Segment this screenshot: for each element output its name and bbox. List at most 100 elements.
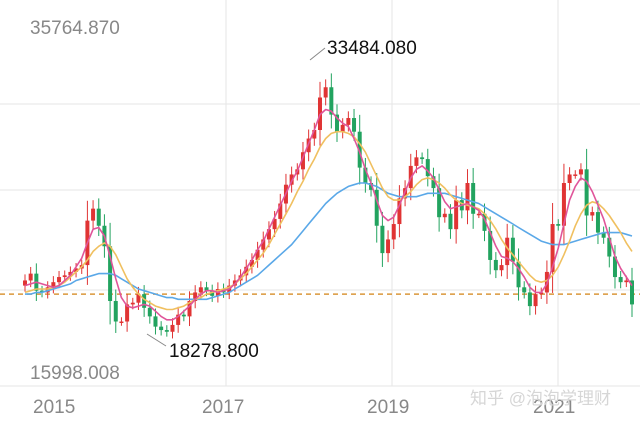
candle-up <box>442 213 447 218</box>
candle-up <box>346 118 351 125</box>
candle-up <box>23 280 27 286</box>
candle-down <box>448 213 453 230</box>
candle-down <box>618 277 623 283</box>
candle-up <box>255 249 260 260</box>
y-max-label: 35764.870 <box>30 18 120 39</box>
candle-up <box>397 198 402 225</box>
candle-up <box>590 212 595 216</box>
ma-mid-line <box>24 130 633 311</box>
candle-down <box>595 212 600 233</box>
candle-up <box>624 280 629 283</box>
candle-up <box>465 183 470 211</box>
candle-down <box>113 300 118 322</box>
low-annotation: 18278.800 <box>169 341 259 362</box>
candle-down <box>584 169 589 216</box>
moving-average-layer <box>24 108 633 321</box>
candle-down <box>522 287 527 293</box>
candle-down <box>431 176 436 189</box>
candle-down <box>437 188 442 218</box>
candle-up <box>244 266 249 276</box>
candle-up <box>561 183 566 226</box>
candle-down <box>181 314 186 317</box>
candle-up <box>567 174 572 184</box>
candle-down <box>153 316 158 327</box>
low-annotation-leader <box>146 333 167 347</box>
x-tick-label: 2019 <box>367 397 409 418</box>
candle-up <box>261 239 266 250</box>
candle-down <box>96 208 101 226</box>
candle-up <box>312 129 317 139</box>
candle-up <box>573 174 578 176</box>
candle-down <box>471 183 476 214</box>
candle-up <box>249 259 254 267</box>
candle-down <box>142 294 147 308</box>
high-annotation-leader <box>309 47 326 61</box>
candle-layer <box>23 73 634 339</box>
candle-down <box>612 256 617 278</box>
candle-down <box>352 118 357 132</box>
x-tick-label: 2017 <box>202 397 244 418</box>
candle-up <box>62 275 67 278</box>
candle-down <box>159 326 164 331</box>
candle-up <box>266 229 271 240</box>
candle-down <box>556 224 561 226</box>
candle-down <box>493 259 498 271</box>
y-min-label: 15998.008 <box>30 363 120 384</box>
candle-down <box>420 157 425 160</box>
watermark: 知乎 @泡泡学理财 <box>470 389 611 408</box>
candle-up <box>51 282 56 288</box>
candle-down <box>607 237 612 257</box>
candle-down <box>601 232 606 238</box>
candle-down <box>527 292 532 307</box>
candle-up <box>300 152 305 170</box>
candle-up <box>505 237 510 266</box>
candle-up <box>550 224 555 272</box>
candle-down <box>482 213 487 231</box>
candle-up <box>136 294 141 303</box>
candle-up <box>476 213 481 216</box>
candle-up <box>193 292 198 301</box>
high-annotation: 33484.080 <box>327 38 417 59</box>
candle-up <box>28 273 33 281</box>
candle-down <box>488 230 493 260</box>
candle-up <box>272 218 277 230</box>
candle-up <box>130 302 135 305</box>
x-tick-label: 2021 <box>533 397 575 418</box>
candle-down <box>369 183 374 190</box>
candle-up <box>68 271 73 276</box>
candle-down <box>210 290 215 296</box>
candle-up <box>499 265 504 271</box>
candle-up <box>323 87 328 98</box>
candle-up <box>289 174 294 185</box>
candle-up <box>414 157 419 166</box>
candle-up <box>91 208 96 221</box>
candle-down <box>147 307 152 317</box>
candle-up <box>198 287 203 293</box>
x-tick-label: 2015 <box>33 397 75 418</box>
candle-up <box>386 239 391 254</box>
candle-up <box>176 314 181 325</box>
candle-down <box>425 159 430 177</box>
candle-down <box>357 131 362 168</box>
candle-up <box>533 294 538 307</box>
candle-up <box>539 292 544 295</box>
candle-up <box>57 277 62 283</box>
candle-up <box>125 304 130 322</box>
candle-up <box>454 200 459 230</box>
candle-up <box>74 268 79 272</box>
candle-up <box>391 224 396 240</box>
candle-up <box>278 203 283 219</box>
candle-down <box>380 225 385 254</box>
candle-up <box>578 169 583 175</box>
candle-down <box>363 167 368 184</box>
candle-up <box>119 321 124 324</box>
candle-down <box>374 189 379 226</box>
candle-up <box>187 300 192 317</box>
ma-long-line <box>25 182 633 301</box>
candle-down <box>204 287 209 291</box>
candle-up <box>340 124 345 132</box>
candle-down <box>630 280 634 305</box>
candle-down <box>329 87 334 115</box>
candle-down <box>516 261 521 288</box>
